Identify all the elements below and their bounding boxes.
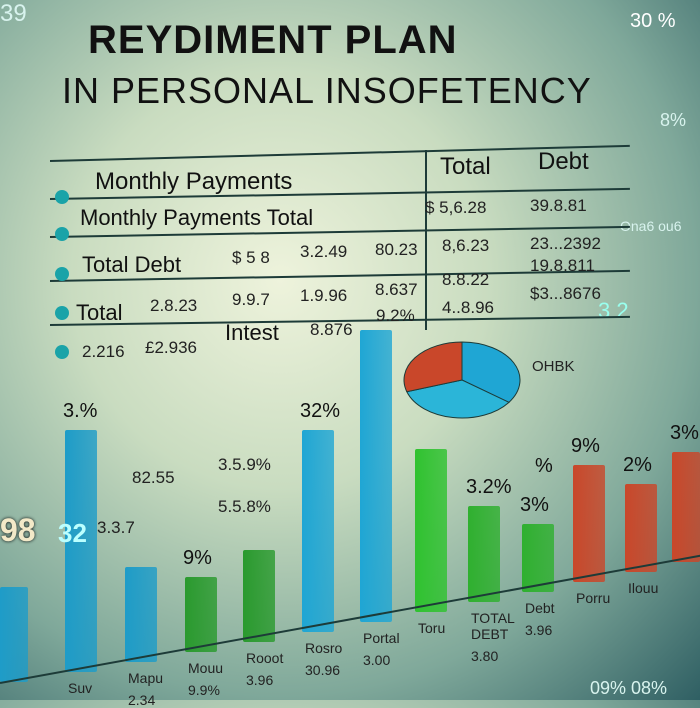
side-text: 39	[0, 0, 27, 27]
table-cell: 8.876	[310, 320, 353, 339]
sub-label: 2.34	[128, 692, 156, 708]
row-label: Total Debt	[82, 252, 182, 277]
sub-label: 30.96	[305, 662, 341, 678]
category-label: Debt	[525, 600, 555, 616]
category-label: Suv	[68, 680, 93, 696]
table-cell: 39.8.81	[530, 196, 587, 215]
bar	[65, 430, 97, 672]
row-label: Total	[76, 300, 123, 325]
category-label: Portal	[363, 630, 400, 646]
bar-label: 3%	[520, 494, 549, 516]
pie-chart	[403, 341, 521, 419]
bar-label: 3.2%	[466, 476, 512, 498]
bar	[302, 430, 334, 632]
table-cell: 9.9.7	[232, 290, 270, 309]
annotation: 82.55	[132, 468, 175, 487]
bullet-icon	[55, 227, 69, 241]
bar-label: 32%	[300, 400, 341, 422]
bar-label: 3.%	[63, 400, 98, 422]
bar	[625, 484, 657, 572]
title-line-1: REYDIMENT PLAN	[88, 18, 458, 62]
table-cell: 9.2%	[376, 306, 415, 325]
bar	[185, 577, 217, 652]
table-header: Total	[440, 153, 491, 180]
table-cell: 23...2392	[530, 234, 601, 253]
category-label: Rooot	[246, 650, 284, 666]
table-cell: $ 5,6.28	[425, 198, 487, 217]
table-cell: 19.8.811	[530, 256, 595, 275]
table-cell: 3.2.49	[300, 242, 348, 261]
category-label: TOTAL DEBT	[471, 610, 515, 642]
side-text: 3 2	[598, 298, 629, 323]
table-cell: 80.23	[375, 240, 418, 259]
table-cell: 1.9.96	[300, 286, 348, 305]
bar	[243, 550, 275, 642]
annotation: %	[535, 455, 553, 477]
bar	[0, 587, 28, 682]
bullet-icon	[55, 267, 69, 281]
bar-label: 2%	[623, 454, 652, 476]
sub-label: 3.96	[246, 672, 274, 688]
table-header: Monthly Payments	[95, 168, 293, 195]
sub-label: 9.9%	[188, 682, 220, 698]
sub-label: 3.80	[471, 648, 499, 664]
sub-label: 3.96	[525, 622, 553, 638]
bar	[522, 524, 554, 592]
bar	[415, 449, 447, 612]
annotation: 3.5.9%	[218, 455, 271, 474]
table-cell: $ 5 8	[232, 248, 270, 267]
table-cell: 8.637	[375, 280, 418, 299]
category-label: Ilouu	[628, 580, 659, 596]
category-label: Porru	[576, 590, 611, 606]
category-label: Toru	[418, 620, 446, 636]
pie-slice	[406, 379, 510, 419]
table-cell: $3...8676	[530, 284, 601, 303]
annotation: 3.3.7	[97, 518, 135, 537]
side-text: 30 %	[630, 10, 676, 32]
bar-label: 3%	[670, 422, 699, 444]
bullet-icon	[55, 306, 69, 320]
bullet-icon	[55, 345, 69, 359]
table-cell: 8,6.23	[442, 236, 490, 255]
table-cell: Intest	[225, 320, 279, 345]
category-label: Rosro	[305, 640, 343, 656]
big-number: 98	[0, 512, 36, 548]
table-cell: 4..8.96	[442, 298, 494, 317]
category-label: Mouu	[188, 660, 224, 676]
bar	[468, 506, 500, 602]
side-text: 8%	[660, 110, 687, 130]
sub-label: 3.00	[363, 652, 391, 668]
annotation: 5.5.8%	[218, 497, 271, 516]
bar-label: 9%	[571, 435, 600, 457]
pie-slice	[403, 341, 463, 393]
table-header: Debt	[538, 148, 589, 175]
pie-slice	[461, 341, 521, 403]
annotation: 32	[58, 518, 87, 548]
bar	[360, 330, 392, 622]
pie-label: OHBK	[532, 358, 575, 375]
title-line-2: IN PERSONAL INSOFETENCY	[62, 70, 592, 111]
row-label: Monthly Payments Total	[80, 205, 314, 230]
bar	[573, 465, 605, 582]
category-label: Mapu	[128, 670, 164, 686]
table-cell: £2.936	[145, 338, 197, 357]
table-cell: 8.8.22	[442, 270, 490, 289]
table-divider	[425, 150, 427, 330]
bullet-icon	[55, 190, 69, 204]
bar-label: 9%	[183, 547, 212, 569]
side-text: 09% 08%	[590, 678, 668, 698]
side-text: Ona6 ou6	[620, 218, 682, 234]
x-axis	[0, 553, 700, 684]
bar	[125, 567, 157, 662]
table-cell: 2.8.23	[150, 296, 198, 315]
bar	[672, 452, 700, 562]
table-cell: 2.216	[82, 342, 125, 361]
